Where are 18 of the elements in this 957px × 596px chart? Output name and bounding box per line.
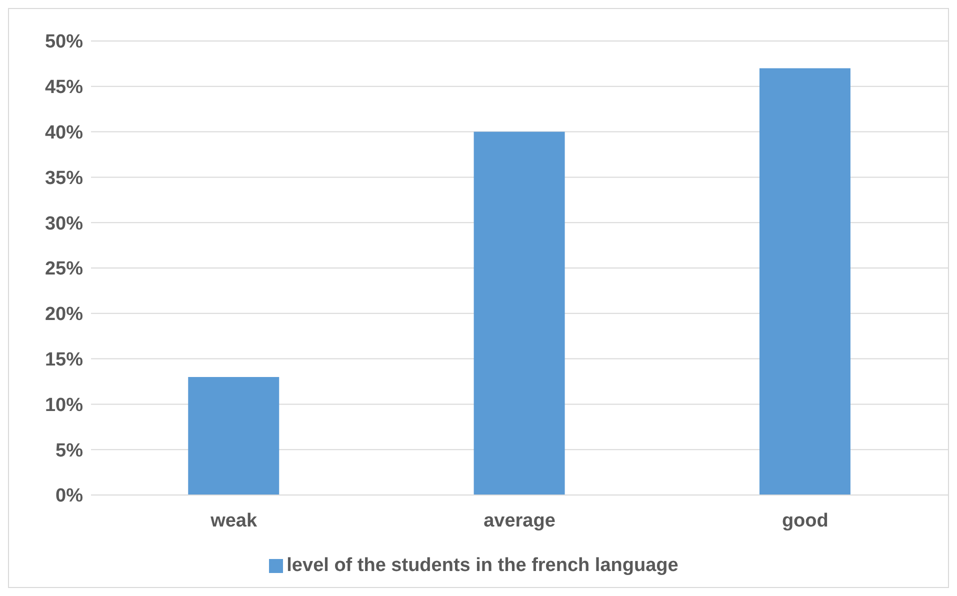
y-tick-label: 50% [44,32,84,53]
y-tick-label: 5% [56,440,84,462]
bar [188,376,280,495]
x-tick-label: weak [210,510,258,532]
y-tick-label: 40% [44,122,84,144]
y-tick-label: 30% [44,213,84,234]
bar [759,68,850,495]
y-tick-label: 25% [44,258,84,280]
y-tick-label: 10% [44,394,84,416]
y-tick-label: 20% [44,304,84,326]
bar [474,132,565,495]
legend-label: level of the students in the french language [286,555,678,576]
y-tick-label: 15% [44,350,84,371]
y-tick-label: 0% [56,486,84,507]
y-tick-label: 45% [44,77,84,98]
y-tick-label: 35% [44,168,84,189]
x-tick-label: average [484,510,556,532]
x-tick-label: good [782,510,828,532]
